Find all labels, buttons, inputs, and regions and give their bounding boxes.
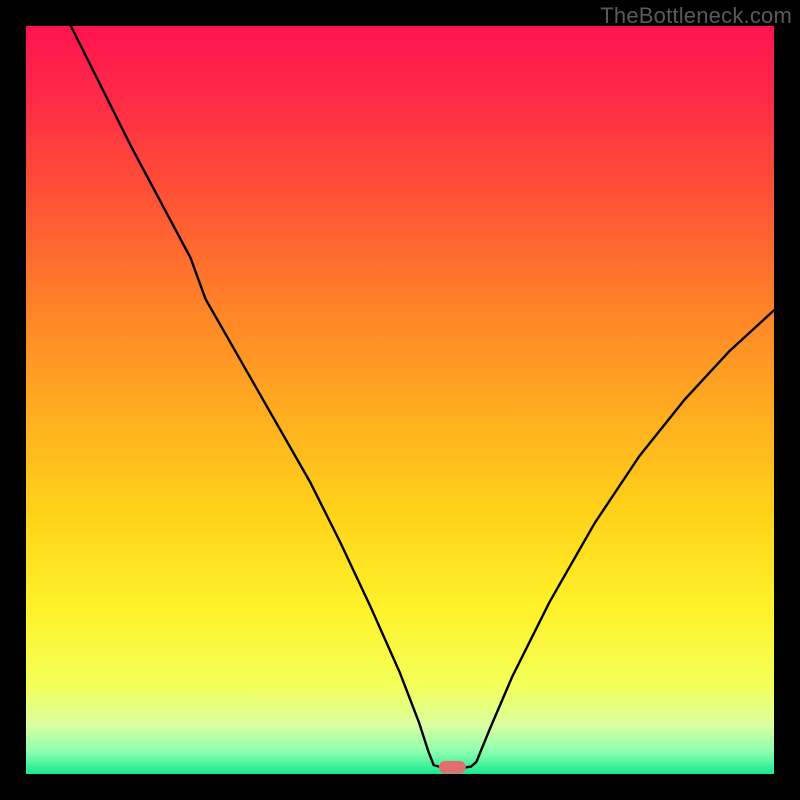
marker-pill [439, 761, 466, 774]
bottleneck-chart [0, 0, 800, 800]
watermark-text: TheBottleneck.com [600, 3, 792, 29]
chart-container: TheBottleneck.com [0, 0, 800, 800]
plot-background [26, 26, 774, 774]
